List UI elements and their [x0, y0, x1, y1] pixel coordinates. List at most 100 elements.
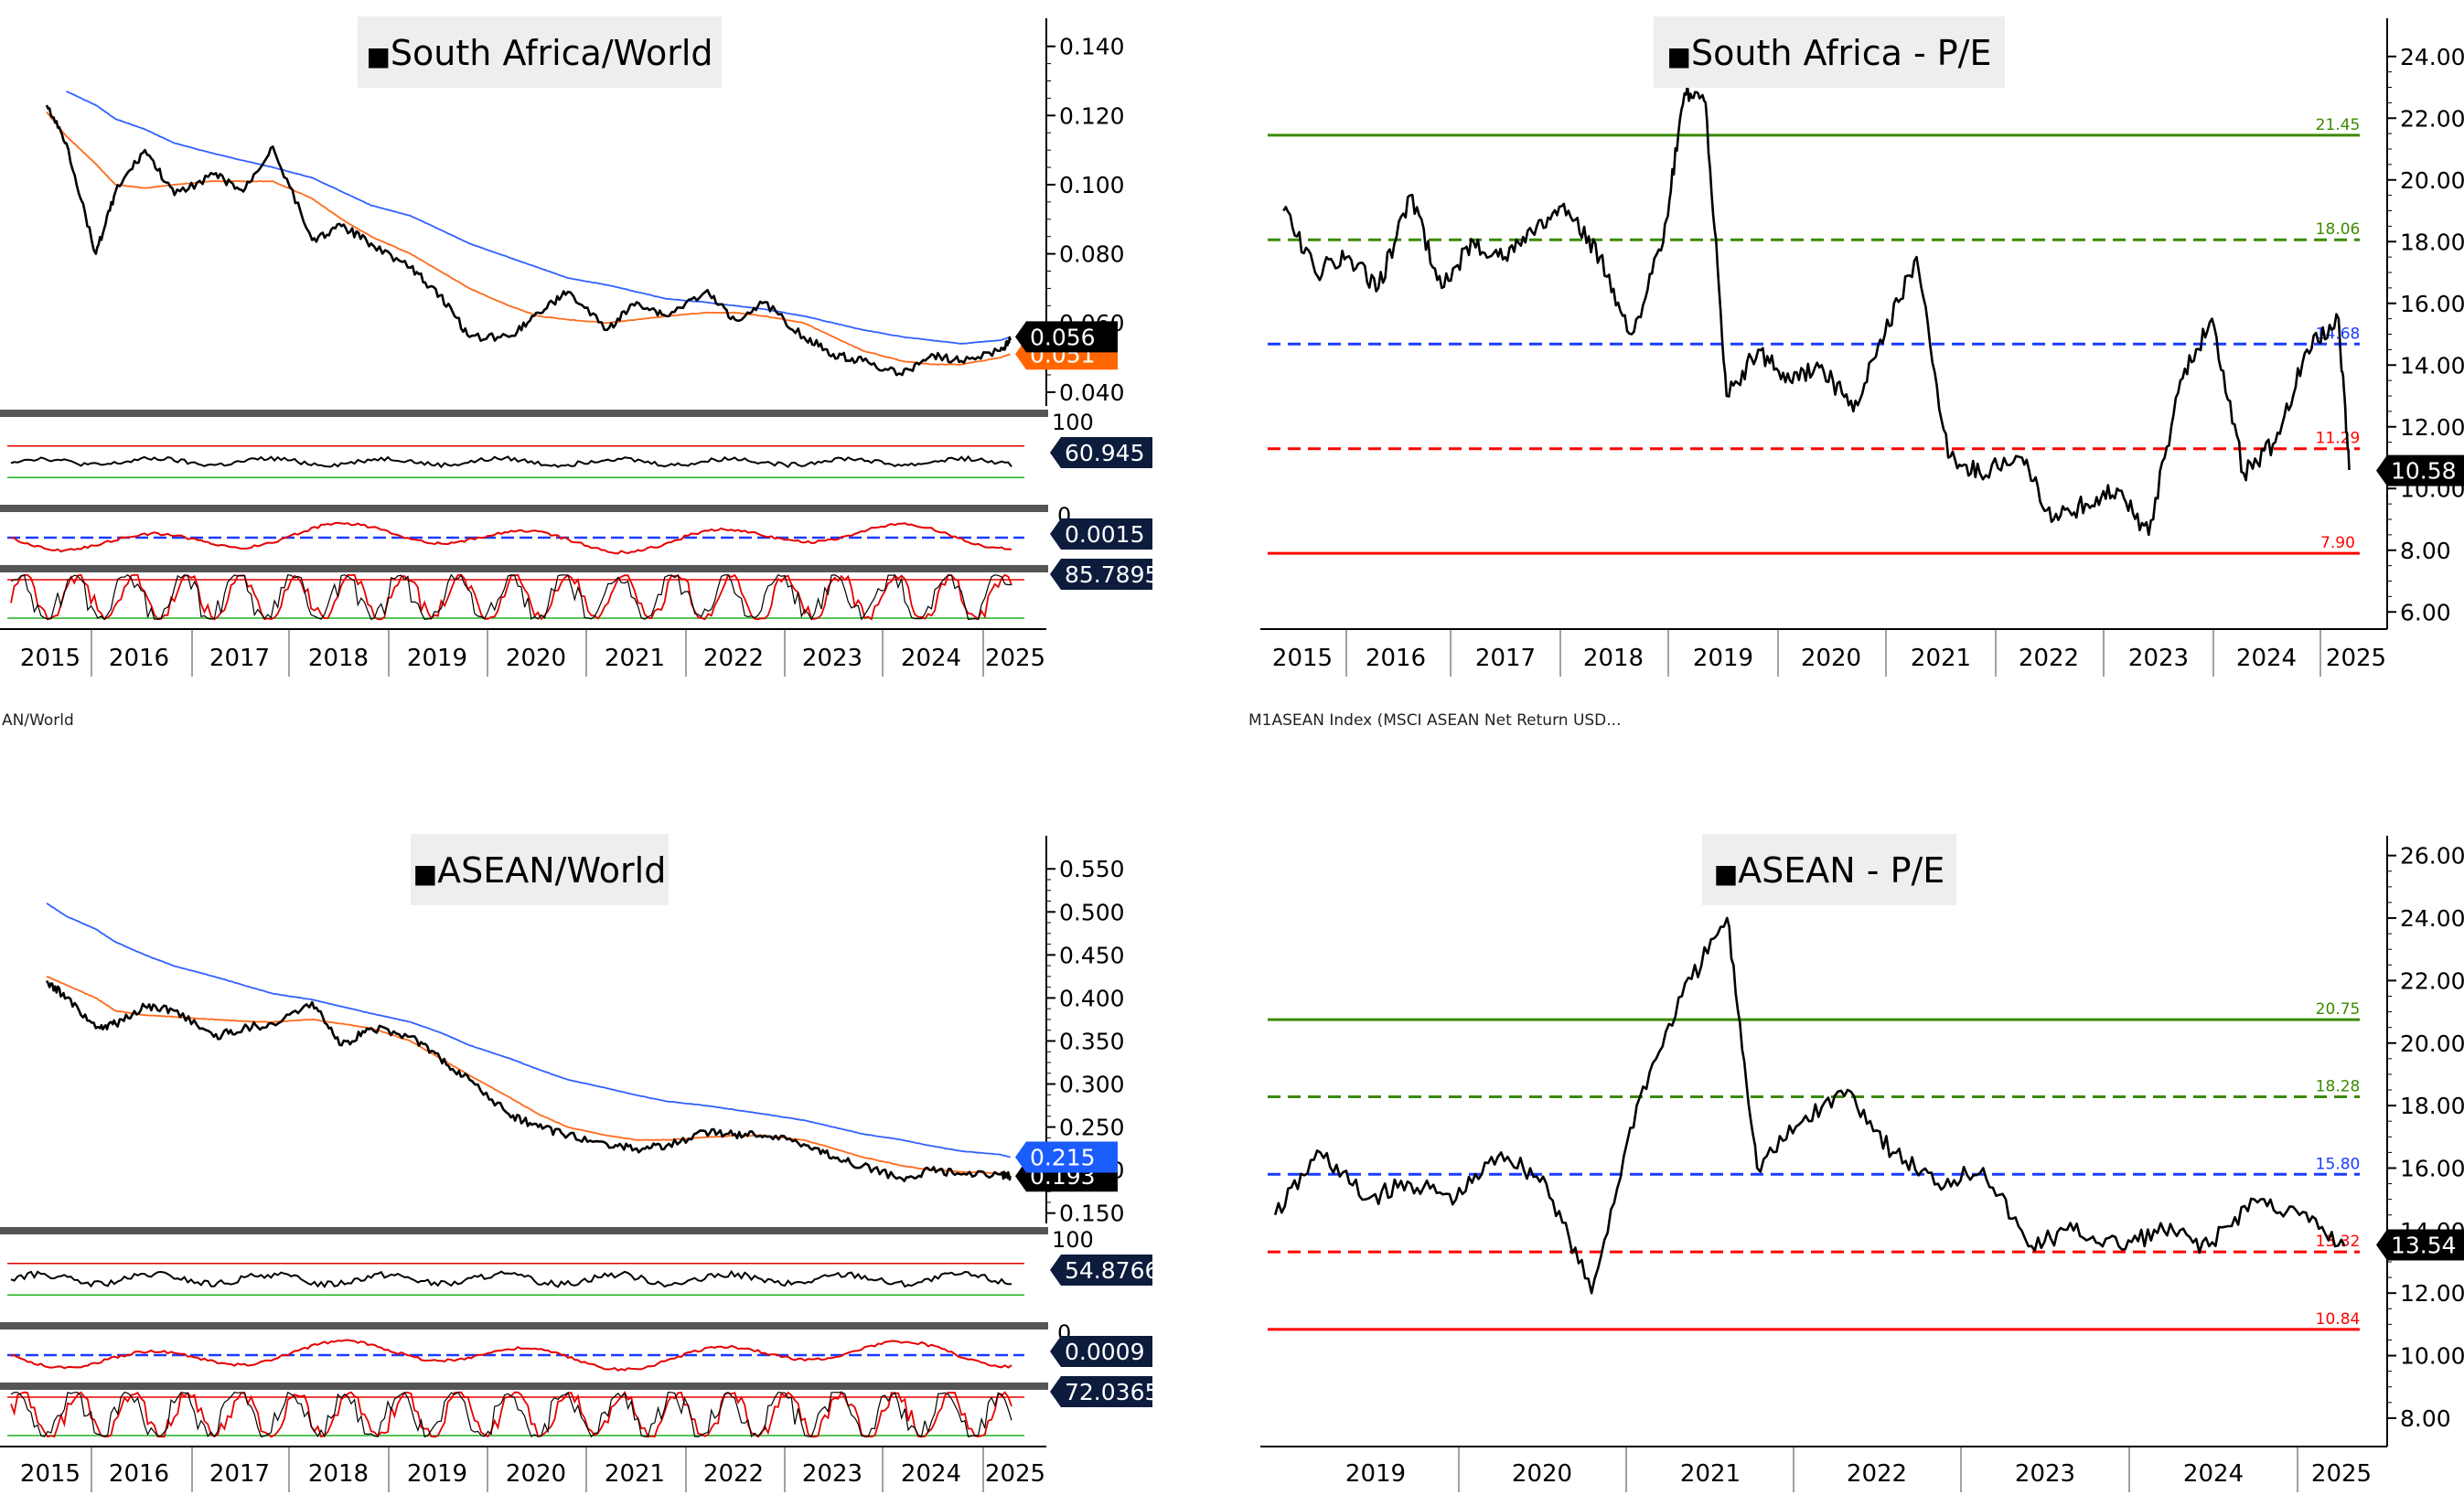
x-tick-label: 2020 — [506, 1460, 566, 1488]
chart-sa_world: 0.1400.1200.1000.0800.0600.0402015201620… — [0, 16, 1159, 677]
y-tick-label: 22.00 — [2400, 105, 2464, 132]
series-ma_long — [46, 902, 1011, 1159]
caption-top-right: M1ASEAN Index (MSCI ASEAN Net Return USD… — [1248, 711, 1622, 730]
last-value-badge-bg — [1015, 1141, 1118, 1173]
rsi-last-value-bg — [1050, 1255, 1152, 1286]
x-tick-label: 2024 — [901, 645, 961, 672]
x-tick-label: 2021 — [1911, 645, 1971, 672]
x-tick-label: 2016 — [1366, 645, 1426, 672]
y-tick-label: 10.00 — [2400, 1343, 2464, 1370]
x-tick-label: 2018 — [308, 645, 369, 672]
macd-line — [10, 1339, 1012, 1372]
panel-separator — [0, 565, 1048, 572]
y-tick-label: 0.100 — [1059, 172, 1125, 198]
level-label-7.90: 7.90 — [2320, 534, 2355, 552]
x-tick-label: 2023 — [802, 1460, 862, 1488]
y-tick-label: 0.300 — [1059, 1072, 1125, 1098]
x-tick-label: 2023 — [802, 645, 862, 672]
panel-separator — [0, 505, 1048, 512]
last-value-badge-bg — [1015, 321, 1118, 353]
stoch-last-value-bg — [1050, 559, 1152, 590]
level-label-10.84: 10.84 — [2316, 1310, 2361, 1329]
chart-title-box — [411, 834, 669, 905]
x-tick-label: 2025 — [985, 1460, 1045, 1488]
macd-last-value: 0.0015 — [1065, 521, 1144, 548]
y-tick-label: 0.450 — [1059, 942, 1125, 968]
x-tick-label: 2020 — [1801, 645, 1861, 672]
x-tick-label: 2024 — [901, 1460, 961, 1488]
x-tick-label: 2022 — [1847, 1460, 1907, 1488]
series-price — [1273, 916, 2346, 1295]
x-tick-label: 2021 — [605, 645, 665, 672]
series-price — [45, 104, 1012, 377]
level-label-13.32: 13.32 — [2316, 1233, 2361, 1251]
panel-separator — [0, 410, 1048, 417]
y-tick-label: 14.00 — [2400, 352, 2464, 379]
rsi-axis-max: 100 — [1052, 1227, 1094, 1253]
chart-asean_world: 0.5500.5000.4500.4000.3500.3000.2500.200… — [0, 834, 1159, 1492]
series-ma_short — [46, 976, 1011, 1176]
last-value-badge-bg — [2376, 1229, 2464, 1261]
y-tick-label: 0.150 — [1059, 1201, 1125, 1227]
macd-last-value: 0.0009 — [1065, 1339, 1144, 1365]
chart-title: ■South Africa - P/E — [1667, 33, 1992, 73]
y-tick-label: 0.080 — [1059, 241, 1125, 268]
stoch-last-value: 72.0365 — [1065, 1379, 1159, 1405]
chart-title: ■South Africa/World — [366, 33, 712, 73]
y-tick-label: 22.00 — [2400, 967, 2464, 994]
series-ma_long — [66, 91, 1011, 345]
y-tick-label: 0.400 — [1059, 985, 1125, 1011]
last-value-badge: 0.056 — [1030, 324, 1096, 350]
y-tick-label: 8.00 — [2400, 538, 2451, 564]
macd-line — [10, 521, 1012, 555]
y-tick-label: 18.00 — [2400, 229, 2464, 255]
stoch-d-line — [10, 1390, 1012, 1438]
x-tick-label: 2021 — [605, 1460, 665, 1488]
y-tick-label: 0.120 — [1059, 102, 1125, 129]
x-tick-label: 2018 — [308, 1460, 369, 1488]
y-tick-label: 0.040 — [1059, 379, 1125, 406]
macd-last-value-bg — [1050, 1336, 1152, 1367]
x-tick-label: 2025 — [2311, 1460, 2372, 1488]
x-tick-label: 2021 — [1680, 1460, 1741, 1488]
rsi-axis-max: 100 — [1052, 410, 1094, 435]
y-tick-label: 24.00 — [2400, 44, 2464, 70]
x-tick-label: 2023 — [2015, 1460, 2075, 1488]
y-tick-label: 18.00 — [2400, 1093, 2464, 1119]
stoch-last-value-bg — [1050, 1376, 1152, 1407]
y-tick-label: 20.00 — [2400, 167, 2464, 194]
x-tick-label: 2020 — [1512, 1460, 1572, 1488]
panel-separator — [0, 1227, 1048, 1234]
last-value-badge: 10.58 — [2391, 458, 2457, 485]
rsi-last-value-bg — [1050, 437, 1152, 468]
rsi-line — [10, 454, 1012, 469]
stoch-k-line — [10, 573, 1012, 621]
x-tick-label: 2025 — [985, 645, 1045, 672]
x-tick-label: 2019 — [1693, 645, 1753, 672]
x-tick-label: 2019 — [407, 1460, 467, 1488]
level-label-11.29: 11.29 — [2316, 430, 2361, 448]
level-label-18.28: 18.28 — [2316, 1078, 2361, 1096]
macd-last-value-bg — [1050, 518, 1152, 550]
last-value-badge: 13.54 — [2391, 1233, 2457, 1259]
x-tick-label: 2019 — [407, 645, 467, 672]
chart-title-box — [358, 16, 722, 88]
y-tick-label: 0.500 — [1059, 899, 1125, 925]
level-label-20.75: 20.75 — [2316, 1000, 2361, 1019]
level-label-15.80: 15.80 — [2316, 1155, 2361, 1173]
caption-top-left: AN/World — [2, 711, 74, 730]
y-tick-label: 0.350 — [1059, 1028, 1125, 1054]
rsi-line — [10, 1269, 1012, 1289]
x-tick-label: 2015 — [20, 1460, 80, 1488]
y-tick-label: 0.140 — [1059, 34, 1125, 60]
rsi-last-value: 60.945 — [1065, 440, 1144, 466]
x-tick-label: 2017 — [209, 645, 270, 672]
stoch-d-line — [10, 573, 1012, 621]
x-tick-label: 2016 — [109, 645, 169, 672]
chart-title: ■ASEAN/World — [413, 850, 667, 891]
y-tick-label: 0.550 — [1059, 856, 1125, 882]
x-tick-label: 2017 — [209, 1460, 270, 1488]
x-tick-label: 2018 — [1583, 645, 1644, 672]
y-tick-label: 12.00 — [2400, 1280, 2464, 1307]
